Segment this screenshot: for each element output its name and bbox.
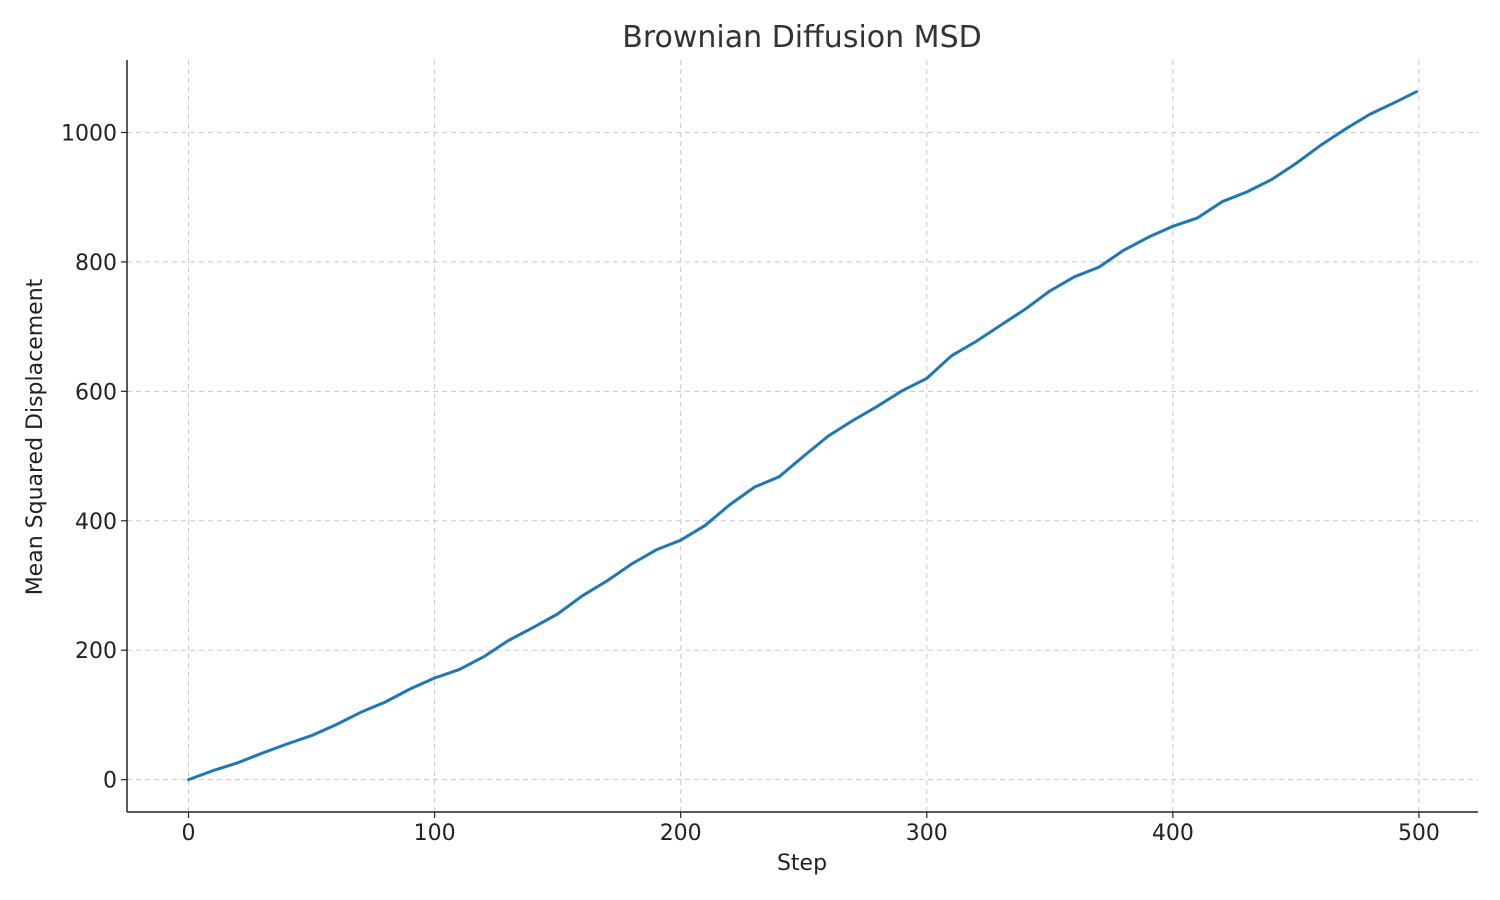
series-layer: [187, 90, 1418, 782]
x-tick-label: 100: [414, 821, 456, 846]
x-tick-label: 300: [906, 821, 948, 846]
x-tick-label: 400: [1152, 821, 1194, 846]
y-tick-label: 0: [103, 769, 117, 794]
y-tick-label: 200: [75, 639, 117, 664]
x-axis-label: Step: [777, 851, 827, 876]
ticks-layer: 0 100 200 300 400 500 0 200 400 600 800 1000: [61, 121, 1440, 846]
x-tick-label: 500: [1398, 821, 1440, 846]
msd-series-line: [187, 90, 1418, 782]
y-tick-label: 800: [75, 251, 117, 276]
y-axis-label: Mean Squared Displacement: [23, 278, 48, 595]
axes-layer: [126, 60, 1478, 813]
y-tick-label: 600: [75, 380, 117, 405]
chart-title: Brownian Diffusion MSD: [622, 20, 981, 55]
grid-layer: [127, 60, 1478, 812]
x-tick-label: 0: [182, 821, 196, 846]
y-tick-label: 400: [75, 510, 117, 535]
y-tick-label: 1000: [61, 121, 117, 146]
x-tick-label: 200: [660, 821, 702, 846]
